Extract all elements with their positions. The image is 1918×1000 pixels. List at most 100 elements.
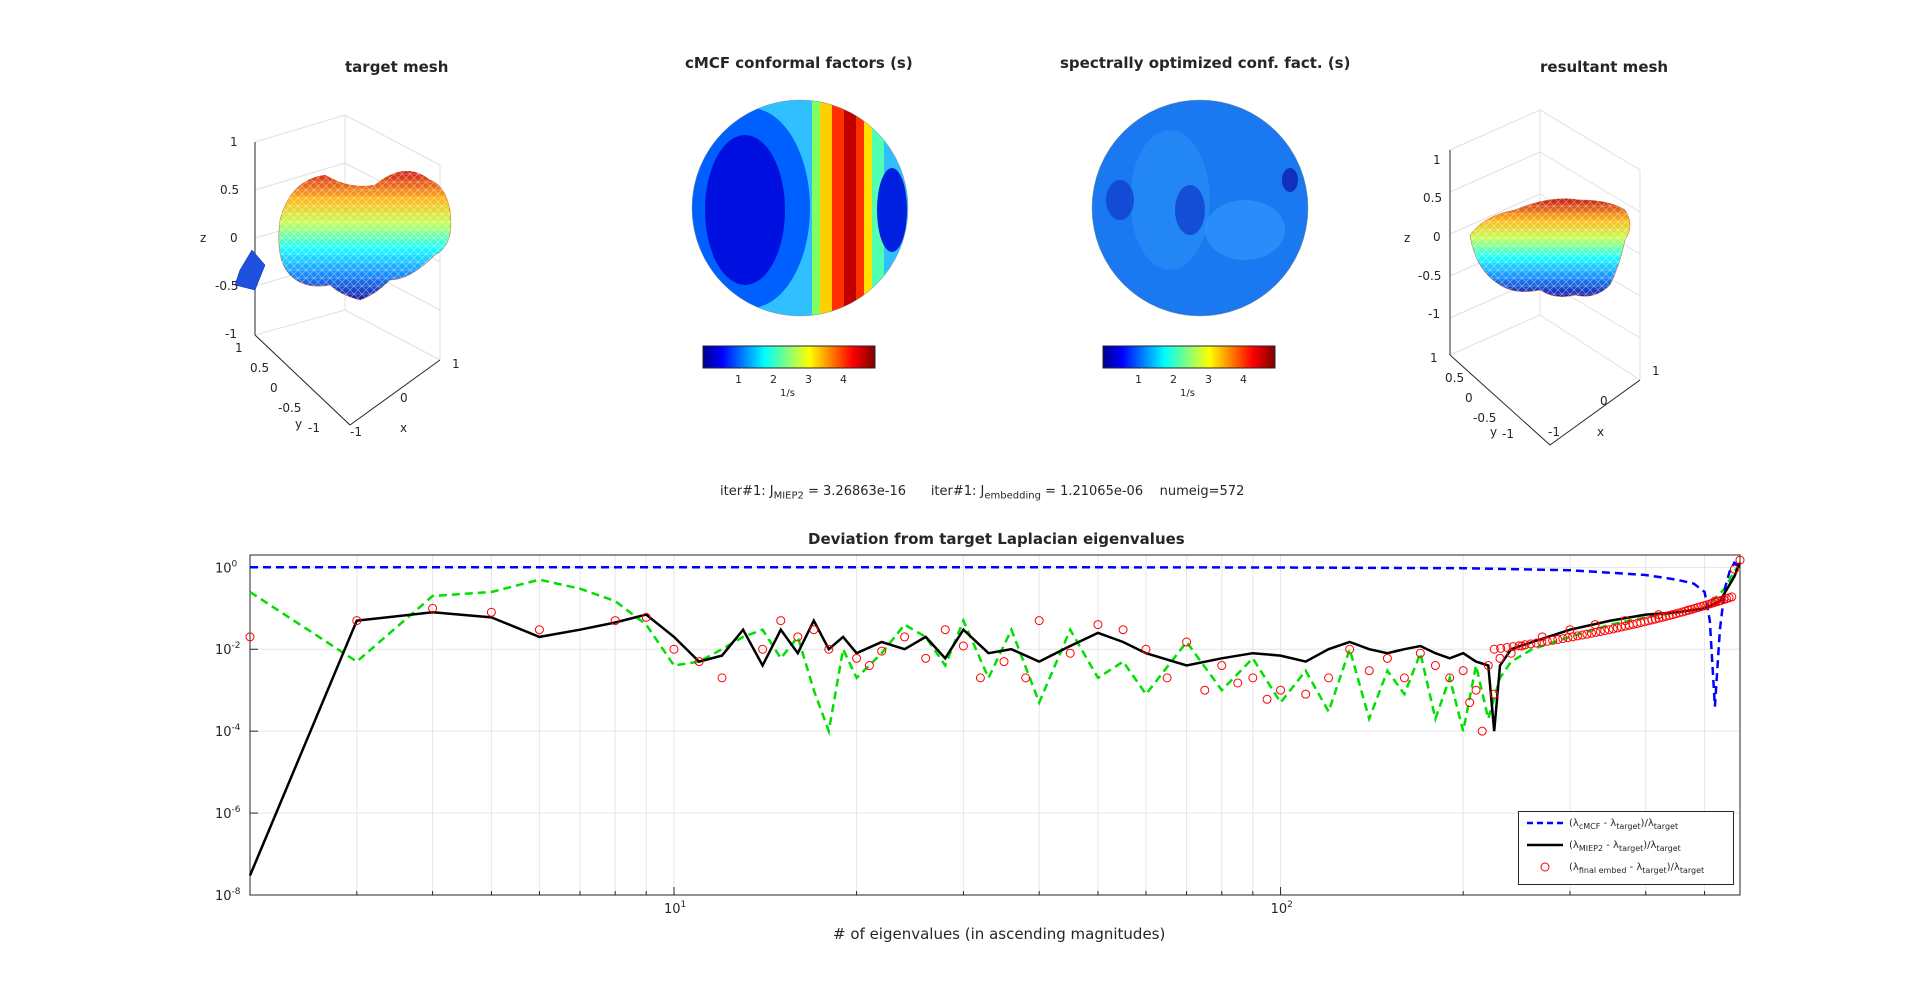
x-axis-label: x bbox=[1597, 425, 1604, 439]
final-embed-point bbox=[1716, 595, 1726, 605]
cmcf-series-line bbox=[250, 560, 1741, 707]
final-embed-point bbox=[352, 616, 362, 626]
x-tick: 1 bbox=[452, 357, 460, 371]
final-embed-point bbox=[1496, 643, 1506, 653]
z-tick: -0.5 bbox=[215, 279, 238, 293]
final-embed-point bbox=[1696, 602, 1706, 612]
final-embed-point bbox=[824, 644, 834, 654]
colorbar-tick: 3 bbox=[1205, 373, 1212, 386]
final-embed-point bbox=[1489, 689, 1499, 699]
resultant-mesh-plot: 1 0.5 0 -0.5 -1 z 1 0.5 0 -0.5 -1 y 1 0 … bbox=[1404, 109, 1660, 446]
x-tick: 1 bbox=[1652, 364, 1660, 378]
final-embed-point bbox=[1657, 612, 1667, 622]
colorbar-tick: 2 bbox=[1170, 373, 1177, 386]
final-embed-point bbox=[1162, 673, 1172, 683]
final-embed-point bbox=[428, 603, 438, 613]
y-tick: -0.5 bbox=[278, 401, 301, 415]
final-embed-point bbox=[669, 644, 679, 654]
colorbar-tick: 4 bbox=[840, 373, 847, 386]
final-embed-point bbox=[1668, 610, 1678, 620]
final-embed-point bbox=[1565, 625, 1575, 635]
final-embed-point bbox=[1483, 661, 1493, 671]
final-embed-point bbox=[793, 632, 803, 642]
final-embed-point bbox=[1654, 610, 1664, 620]
final-embed-point bbox=[1671, 609, 1681, 619]
final-embed-point bbox=[1065, 648, 1075, 658]
final-embed-point bbox=[1200, 685, 1210, 695]
final-embed-point bbox=[1537, 632, 1547, 642]
final-embed-point bbox=[610, 616, 620, 626]
final-embed-point bbox=[1262, 694, 1272, 704]
final-embed-point bbox=[1553, 634, 1563, 644]
final-embed-point bbox=[1458, 666, 1468, 676]
final-embed-point bbox=[1616, 622, 1626, 632]
z-tick: -1 bbox=[225, 327, 237, 341]
final-embed-point bbox=[1677, 607, 1687, 617]
final-embed-point bbox=[1727, 592, 1737, 602]
final-embed-point bbox=[1217, 661, 1227, 671]
cmcf-sphere: 1 2 3 4 1/s bbox=[691, 99, 909, 399]
final-embed-point bbox=[1141, 644, 1151, 654]
final-embed-point bbox=[1506, 648, 1516, 658]
x-tick: -1 bbox=[350, 425, 362, 439]
x-tick-label: 101 bbox=[664, 900, 686, 917]
y-tick: 1 bbox=[235, 341, 243, 355]
final-embed-point bbox=[1558, 634, 1568, 644]
final-embed-point bbox=[1471, 685, 1481, 695]
z-tick: 1 bbox=[1433, 153, 1441, 167]
final-embed-point bbox=[1517, 641, 1527, 651]
final-embed-point bbox=[1093, 620, 1103, 630]
info-miep2-label: iter#1: J bbox=[720, 484, 774, 499]
y-tick-label: 10-2 bbox=[215, 641, 241, 658]
final-embed-point bbox=[940, 625, 950, 635]
final-embed-point bbox=[717, 673, 727, 683]
z-tick: 0 bbox=[1433, 230, 1441, 244]
final-embed-point bbox=[1021, 673, 1031, 683]
x-tick: -1 bbox=[1548, 425, 1560, 439]
final-embed-point bbox=[1664, 611, 1674, 621]
final-embed-point bbox=[1345, 644, 1355, 654]
final-embed-point bbox=[864, 661, 874, 671]
spectral-panel: spectrally optimized conf. fact. (s) 1 2… bbox=[1060, 50, 1380, 440]
y-tick: -0.5 bbox=[1473, 411, 1496, 425]
final-embed-point bbox=[1489, 644, 1499, 654]
final-embed-point bbox=[1595, 626, 1605, 636]
final-embed-point bbox=[1465, 698, 1475, 708]
legend-swatch-cmcf bbox=[1527, 821, 1563, 825]
legend-entry-final-embed: (λfinal embed - λtarget)/λtarget bbox=[1523, 860, 1733, 880]
final-embed-point bbox=[1531, 638, 1541, 648]
info-miep2-sub: MIEP2 bbox=[773, 490, 804, 502]
legend-entry-miep2: (λMIEP2 - λtarget)/λtarget bbox=[1523, 838, 1733, 858]
final-embed-point bbox=[1582, 629, 1592, 639]
final-embed-point bbox=[1719, 595, 1729, 605]
final-embed-point bbox=[1620, 621, 1630, 631]
final-embed-point bbox=[1661, 611, 1671, 621]
final-embed-point bbox=[1233, 678, 1243, 688]
final-embed-point bbox=[852, 653, 862, 663]
final-embed-point bbox=[1600, 626, 1610, 636]
final-embed-point bbox=[1699, 601, 1709, 611]
final-embed-point bbox=[1705, 599, 1715, 609]
final-embed-point bbox=[1608, 624, 1618, 634]
cmcf-title: cMCF conformal factors (s) bbox=[685, 54, 913, 72]
legend-label-final-embed: (λfinal embed - λtarget)/λtarget bbox=[1569, 862, 1705, 875]
final-embed-point bbox=[694, 657, 704, 667]
final-embed-point bbox=[1713, 596, 1723, 606]
final-embed-point bbox=[1724, 593, 1734, 603]
z-axis-label: z bbox=[1404, 231, 1410, 245]
final-embed-point bbox=[1628, 619, 1638, 629]
final-embed-point bbox=[1650, 614, 1660, 624]
spectral-colorbar bbox=[1102, 345, 1276, 369]
final-embed-point bbox=[1415, 648, 1425, 658]
target-mesh-plot: 1 0.5 0 -0.5 -1 z 1 0.5 0 -0.5 -1 y 1 0 … bbox=[200, 114, 460, 439]
colorbar-unit: 1/s bbox=[780, 388, 795, 399]
target-mesh-title: target mesh bbox=[345, 58, 449, 76]
info-miep2-value: = 3.26863e-16 bbox=[803, 484, 907, 499]
final-embed-point bbox=[958, 641, 968, 651]
final-embed-point bbox=[1548, 635, 1558, 645]
final-embed-point bbox=[1693, 603, 1703, 613]
y-tick: -1 bbox=[1502, 427, 1514, 441]
final-embed-point bbox=[1710, 597, 1720, 607]
final-embed-point bbox=[1445, 673, 1455, 683]
chart-legend: (λcMCF - λtarget)/λtarget (λMIEP2 - λtar… bbox=[1518, 811, 1734, 885]
